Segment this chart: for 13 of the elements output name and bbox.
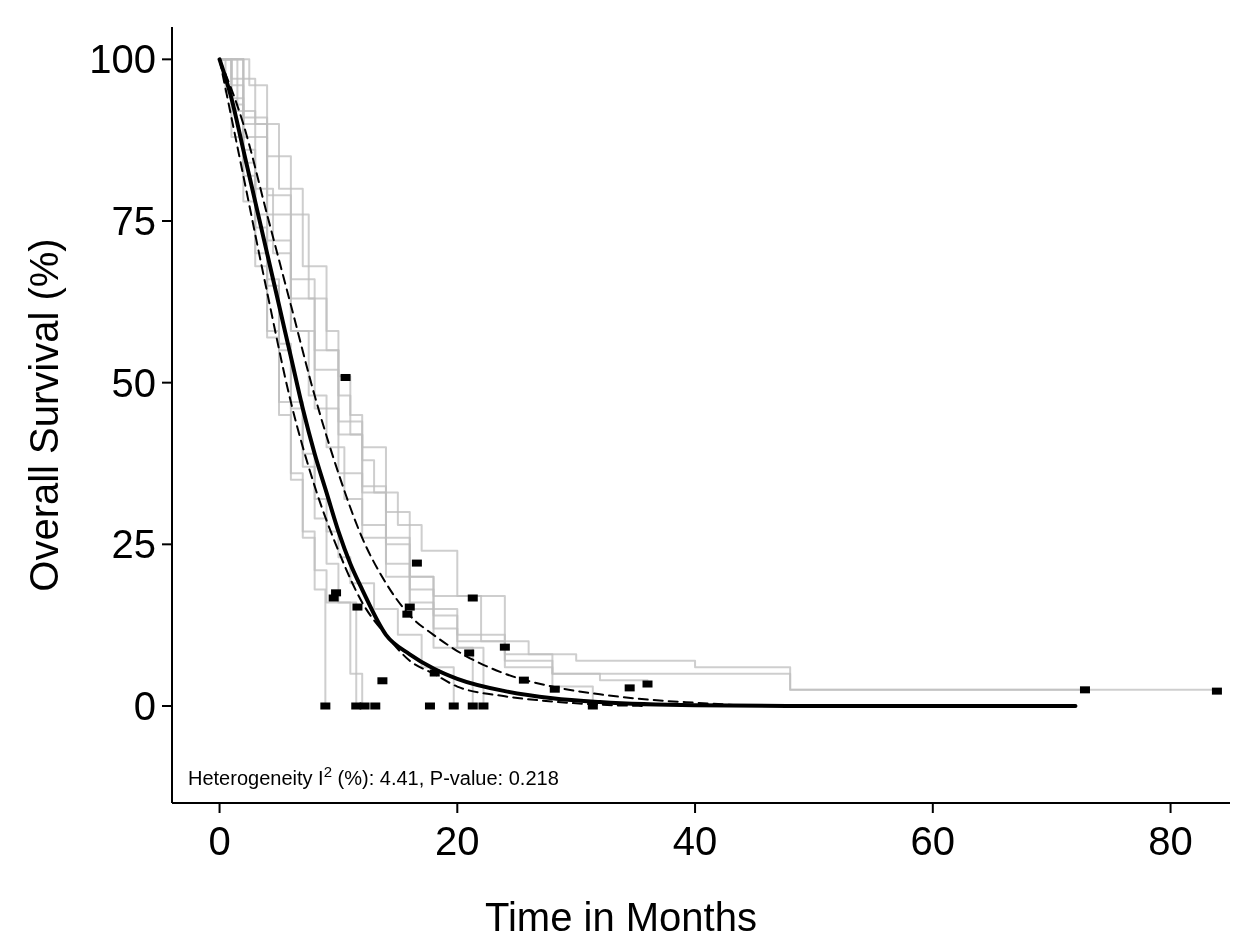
x-tick-label: 80	[1148, 819, 1193, 863]
x-tick-label: 40	[672, 819, 718, 863]
x-tick-label: 20	[435, 819, 480, 863]
x-tick-label: 0	[208, 819, 231, 863]
annotation: Heterogeneity I$^{2}$ (%): 4.41, P-value: 0.218	[188, 762, 559, 789]
x-axis-title: Time in Months	[485, 895, 757, 939]
y-tick-label: 0	[133, 684, 156, 728]
x-tick-label: 60	[910, 819, 956, 863]
y-tick-label: 75	[111, 199, 156, 243]
y-axis-title: Overall Survival (%)	[22, 238, 66, 592]
y-tick-label: 100	[89, 37, 156, 82]
y-tick-label: 50	[111, 360, 156, 405]
y-tick-label: 25	[111, 522, 156, 567]
